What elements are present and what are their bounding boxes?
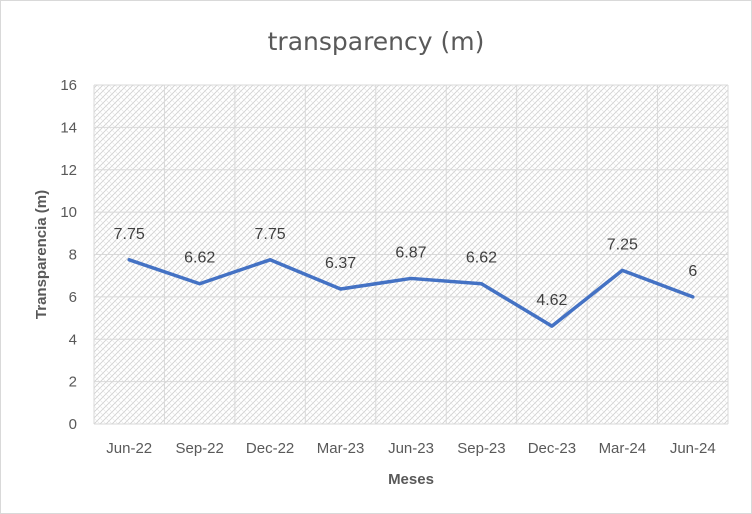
y-tick-label: 10	[60, 204, 77, 221]
data-label: 7.25	[607, 236, 638, 253]
data-point	[198, 282, 202, 286]
y-tick-label: 0	[69, 416, 77, 433]
x-tick-label: Sep-23	[457, 440, 505, 457]
y-tick-label: 8	[69, 247, 77, 264]
gridlines	[93, 84, 729, 425]
y-tick-label: 6	[69, 289, 77, 306]
data-labels: 7.75 6.62 7.75 6.37 6.87 6.62 4.62 7.25 6	[114, 226, 698, 309]
x-tick-label: Sep-22	[175, 440, 223, 457]
x-axis-title: Meses	[388, 471, 434, 488]
y-tick-label: 14	[60, 119, 77, 136]
data-label: 7.75	[114, 226, 145, 243]
data-label: 6.87	[395, 244, 426, 261]
data-label: 7.75	[255, 226, 286, 243]
x-tick-label: Mar-23	[317, 440, 365, 457]
x-tick-label: Dec-23	[528, 440, 576, 457]
x-tick-label: Mar-24	[599, 440, 647, 457]
y-axis-ticks: 0 2 4 6 8 10 12 14 16	[60, 77, 77, 433]
data-point	[268, 258, 272, 262]
x-tick-label: Jun-23	[388, 440, 434, 457]
data-point	[127, 258, 131, 262]
data-point	[409, 276, 413, 280]
chart-title: transparency (m)	[268, 27, 485, 56]
x-tick-label: Dec-22	[246, 440, 294, 457]
data-label: 6.62	[466, 250, 497, 267]
data-label: 4.62	[536, 292, 567, 309]
y-tick-label: 16	[60, 77, 77, 94]
y-tick-label: 12	[60, 162, 77, 179]
data-point	[339, 287, 343, 291]
data-point	[479, 282, 483, 286]
y-tick-label: 4	[69, 331, 77, 348]
x-axis-ticks: Jun-22 Sep-22 Dec-22 Mar-23 Jun-23 Sep-23 Dec-…	[106, 440, 715, 457]
x-tick-label: Jun-22	[106, 440, 152, 457]
y-tick-label: 2	[69, 374, 77, 391]
data-label: 6.37	[325, 255, 356, 272]
series-group	[127, 258, 695, 328]
data-label: 6	[688, 263, 697, 280]
data-label: 6.62	[184, 250, 215, 267]
y-axis-title: Transparencia (m)	[33, 190, 50, 319]
data-point	[550, 324, 554, 328]
x-tick-label: Jun-24	[670, 440, 716, 457]
data-point	[620, 268, 624, 272]
data-point	[691, 295, 695, 299]
